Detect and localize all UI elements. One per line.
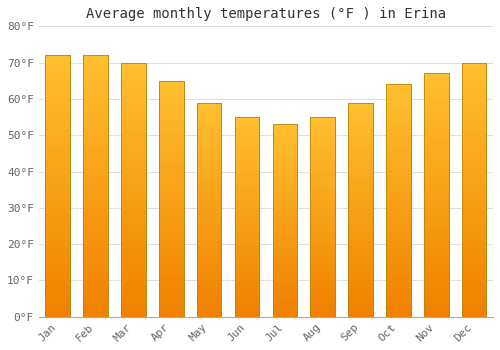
Bar (310, 117, 335, 317)
Bar (46, 55, 70, 317)
Bar (84, 55, 108, 317)
Bar (46, 55, 70, 317)
Bar (424, 74, 448, 317)
Bar (310, 117, 335, 317)
Bar (462, 63, 486, 317)
Bar (348, 103, 373, 317)
Bar (386, 84, 410, 317)
Bar (386, 84, 410, 317)
Bar (121, 63, 146, 317)
Bar (234, 117, 260, 317)
Bar (159, 81, 184, 317)
Bar (121, 63, 146, 317)
Bar (462, 63, 486, 317)
Bar (272, 124, 297, 317)
Bar (197, 103, 222, 317)
Bar (84, 55, 108, 317)
Bar (234, 117, 260, 317)
Bar (424, 74, 448, 317)
Bar (348, 103, 373, 317)
Bar (272, 124, 297, 317)
Bar (197, 103, 222, 317)
Title: Average monthly temperatures (°F ) in Erina: Average monthly temperatures (°F ) in Er… (86, 7, 446, 21)
Bar (159, 81, 184, 317)
